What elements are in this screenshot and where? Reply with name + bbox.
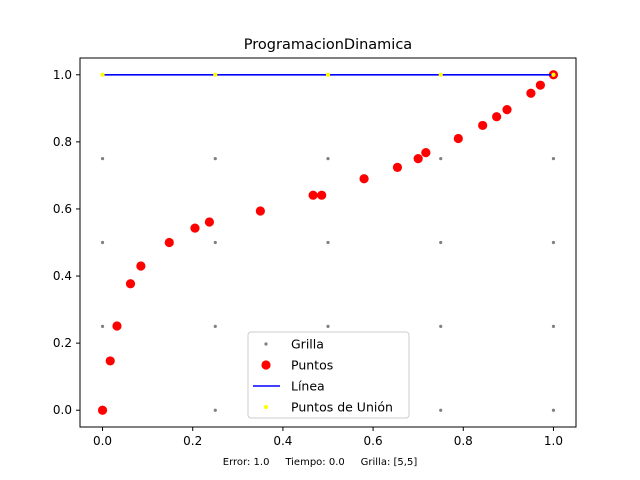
data-point: [502, 105, 512, 115]
data-point: [535, 80, 545, 90]
data-point: [478, 120, 488, 131]
x-tick-label: 0.8: [454, 434, 473, 448]
x-tick-label: 0.4: [273, 434, 292, 448]
data-point: [97, 405, 108, 415]
grid-point: [551, 157, 556, 161]
legend: Grilla Puntos Línea Puntos de Unión: [247, 331, 410, 419]
join-point: [551, 72, 556, 77]
data-point: [308, 190, 318, 200]
data-point: [492, 112, 502, 122]
grid-point: [213, 240, 217, 245]
x-tick-label: 1.0: [544, 434, 563, 448]
data-point: [359, 174, 369, 184]
error-label: Error: 1.0: [222, 457, 270, 468]
data-point: [190, 223, 200, 233]
y-tick-label: 0.0: [53, 403, 72, 417]
axis-ticks: 0.0 0.2 0.4 0.6 0.8 1.0 0.0 0.2 0.4 0.6 0.8 1.0: [53, 68, 563, 448]
grid-point: [439, 240, 443, 245]
grid-point: [551, 324, 556, 328]
grid-point: [100, 240, 105, 245]
footer-stats: Error: 1.0 Tiempo: 0.0 Grilla: [5,5]: [0, 457, 640, 468]
data-point: [204, 217, 215, 227]
grid-point: [213, 157, 217, 161]
time-label: Tiempo: 0.0: [285, 457, 345, 468]
grid-point: [551, 240, 556, 245]
grid-point: [439, 324, 443, 328]
y-tick-label: 1.0: [53, 68, 72, 82]
grid-size-label: Grilla: [5,5]: [360, 457, 418, 468]
data-point: [136, 261, 146, 271]
chart-title: ProgramacionDinamica: [244, 37, 412, 53]
grid-point: [551, 408, 556, 412]
data-point: [164, 237, 174, 248]
join-point: [438, 72, 443, 77]
data-point: [421, 147, 431, 158]
legend-label: Puntos: [291, 358, 333, 373]
grid-point: [213, 324, 217, 328]
x-tick-label: 0.0: [93, 434, 112, 448]
x-tick-label: 0.2: [183, 434, 202, 448]
data-point: [413, 154, 423, 164]
data-point: [112, 321, 122, 331]
legend-label: Puntos de Unión: [291, 400, 393, 415]
data-point: [526, 88, 536, 98]
data-point: [317, 190, 327, 200]
data-point: [125, 279, 136, 289]
axes-frame: [79, 57, 577, 428]
legend-swatch: [263, 404, 269, 410]
legend-label: Línea: [291, 379, 325, 394]
y-tick-label: 0.2: [53, 336, 72, 350]
y-tick-label: 0.8: [53, 135, 72, 149]
data-point: [392, 162, 403, 172]
join-point: [325, 72, 331, 77]
data-point: [453, 133, 463, 144]
join-point: [100, 72, 105, 77]
legend-box: [247, 331, 410, 419]
grid-point: [100, 324, 105, 328]
plot-area: [97, 70, 559, 415]
y-tick-label: 0.6: [53, 202, 72, 216]
grid-point: [326, 157, 330, 161]
y-tick-label: 0.4: [53, 269, 72, 283]
grid-point: [326, 324, 330, 328]
grid-point: [100, 157, 105, 161]
data-point: [105, 356, 115, 366]
grid-point: [326, 240, 330, 245]
legend-swatch: [261, 360, 271, 370]
grid-point: [439, 408, 443, 412]
join-point: [213, 72, 218, 77]
grid-point: [439, 157, 443, 161]
legend-label: Grilla: [291, 337, 324, 352]
legend-swatch: [264, 342, 268, 346]
x-tick-label: 0.6: [364, 434, 383, 448]
grid-point: [213, 408, 217, 412]
data-point: [255, 206, 265, 216]
